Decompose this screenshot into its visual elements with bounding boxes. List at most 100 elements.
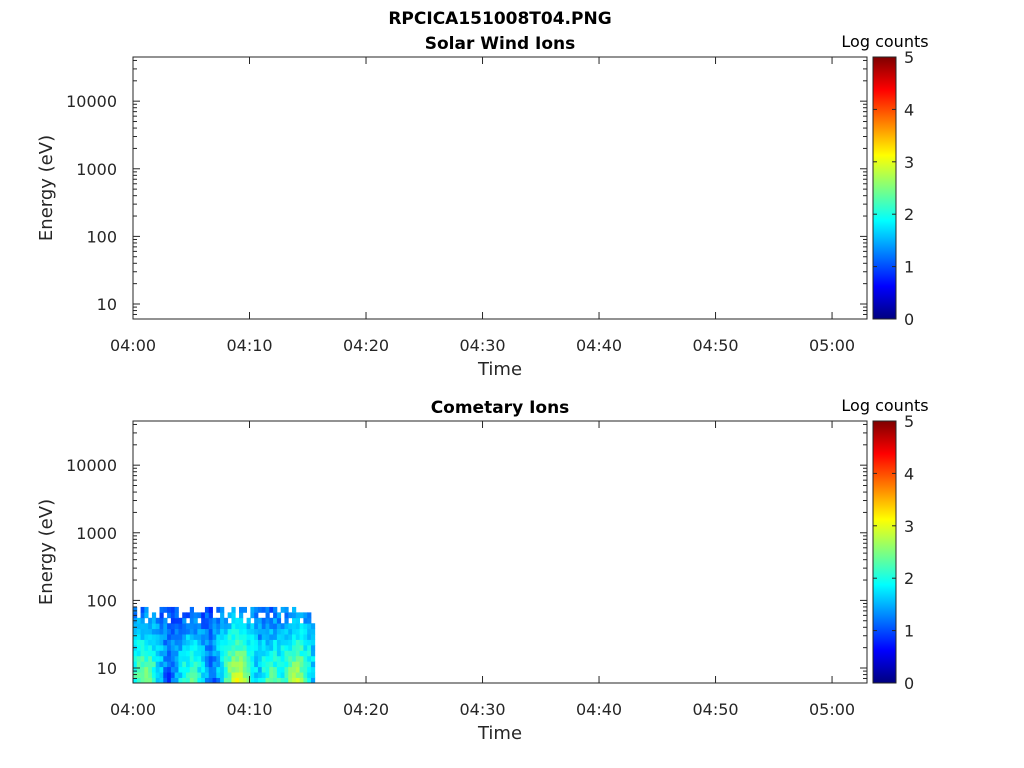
heatmap-cell bbox=[299, 672, 304, 678]
heatmap-cell bbox=[303, 666, 308, 673]
heatmap-cell bbox=[284, 672, 289, 678]
heatmap-cell bbox=[280, 628, 285, 635]
heatmap-cell bbox=[140, 639, 145, 646]
heatmap-cell bbox=[216, 628, 221, 635]
heatmap-cell bbox=[235, 650, 240, 657]
heatmap-cell bbox=[242, 606, 247, 613]
heatmap-cell bbox=[133, 666, 138, 673]
heatmap-cell bbox=[269, 655, 274, 662]
heatmap-cell bbox=[288, 661, 293, 668]
heatmap-cell bbox=[155, 617, 160, 624]
heatmap-cell bbox=[261, 606, 266, 613]
heatmap-cell bbox=[292, 639, 297, 646]
heatmap-cell bbox=[182, 639, 187, 646]
heatmap-cell bbox=[303, 644, 308, 651]
heatmap-cell bbox=[220, 623, 225, 630]
heatmap-cell bbox=[303, 677, 308, 684]
heatmap-cell bbox=[182, 661, 187, 668]
heatmap-cell bbox=[261, 650, 266, 657]
x-tick-label: 04:00 bbox=[110, 336, 156, 355]
heatmap-cell bbox=[144, 644, 149, 651]
heatmap-cell bbox=[216, 650, 221, 657]
heatmap-cell bbox=[197, 623, 202, 630]
heatmap-cell bbox=[208, 677, 213, 684]
heatmap-cell bbox=[197, 666, 202, 673]
heatmap-cell bbox=[280, 644, 285, 651]
heatmap-cell bbox=[208, 639, 213, 646]
heatmap-cell bbox=[284, 650, 289, 657]
heatmap-cell bbox=[178, 644, 183, 651]
heatmap-cell bbox=[193, 677, 198, 684]
heatmap-cell bbox=[303, 672, 308, 678]
heatmap-cell bbox=[159, 672, 164, 678]
heatmap-cell bbox=[265, 644, 270, 651]
heatmap-cell bbox=[133, 628, 138, 635]
heatmap-cell bbox=[284, 628, 289, 635]
heatmap-cell bbox=[216, 655, 221, 662]
heatmap-cell bbox=[288, 623, 293, 630]
heatmap-cell bbox=[174, 666, 179, 673]
heatmap-cell bbox=[242, 666, 247, 673]
y-axis-label: Energy (eV) bbox=[36, 135, 57, 241]
heatmap-cell bbox=[280, 677, 285, 684]
heatmap-cell bbox=[159, 639, 164, 646]
heatmap-cell bbox=[220, 677, 225, 684]
heatmap-cell bbox=[178, 623, 183, 630]
heatmap-cell bbox=[223, 661, 229, 668]
heatmap-cell bbox=[186, 666, 191, 673]
heatmap-cell bbox=[288, 672, 293, 678]
heatmap-cell bbox=[174, 623, 179, 630]
plot-area bbox=[132, 56, 868, 320]
heatmap-cell bbox=[170, 644, 176, 651]
heatmap-cell bbox=[140, 623, 145, 630]
heatmap-cell bbox=[159, 666, 164, 673]
heatmap-cell bbox=[239, 639, 244, 646]
heatmap-cell bbox=[178, 639, 183, 646]
heatmap-cell bbox=[250, 655, 255, 662]
heatmap-cell bbox=[303, 634, 308, 640]
heatmap-cell bbox=[288, 639, 293, 646]
heatmap-cell bbox=[257, 644, 263, 651]
heatmap-cell bbox=[170, 672, 176, 678]
heatmap-cell bbox=[182, 644, 187, 651]
heatmap-cell bbox=[269, 661, 274, 668]
heatmap-cell bbox=[159, 655, 164, 662]
heatmap-cell bbox=[265, 623, 270, 630]
heatmap-cell bbox=[159, 644, 164, 651]
heatmap-cell bbox=[223, 634, 229, 640]
heatmap-cell bbox=[136, 677, 141, 684]
heatmap-cell bbox=[220, 650, 225, 657]
x-tick-label: 04:00 bbox=[110, 700, 156, 719]
heatmap-cell bbox=[174, 644, 179, 651]
heatmap-cell bbox=[174, 650, 179, 657]
heatmap-cell bbox=[148, 644, 153, 651]
heatmap-cell bbox=[204, 672, 210, 678]
heatmap-cell bbox=[288, 655, 293, 662]
heatmap-cell bbox=[310, 650, 316, 657]
heatmap-cell bbox=[148, 634, 153, 640]
heatmap-cell bbox=[295, 644, 301, 651]
heatmap-cell bbox=[276, 672, 282, 678]
heatmap-cell bbox=[292, 606, 297, 613]
heatmap-cell bbox=[186, 677, 191, 684]
heatmap-cell bbox=[167, 655, 172, 662]
heatmap-cell bbox=[223, 677, 229, 684]
heatmap-cell bbox=[151, 623, 157, 630]
heatmap-cell bbox=[193, 623, 198, 630]
heatmap-cell bbox=[223, 655, 229, 662]
heatmap-cell bbox=[273, 677, 278, 684]
x-tick-label: 04:10 bbox=[226, 700, 272, 719]
heatmap-cell bbox=[254, 666, 259, 673]
heatmap-cell bbox=[307, 628, 312, 635]
heatmap-cell bbox=[212, 639, 217, 646]
heatmap-cell bbox=[151, 661, 157, 668]
heatmap-cell bbox=[239, 672, 244, 678]
heatmap-cell bbox=[159, 650, 164, 657]
heatmap-cell bbox=[257, 677, 263, 684]
heatmap-cell bbox=[246, 650, 251, 657]
heatmap-cell bbox=[155, 677, 160, 684]
colorbar-tick-label: 4 bbox=[904, 100, 914, 119]
heatmap-cell bbox=[182, 650, 187, 657]
heatmap-cell bbox=[159, 617, 164, 624]
heatmap-cell bbox=[163, 628, 168, 635]
